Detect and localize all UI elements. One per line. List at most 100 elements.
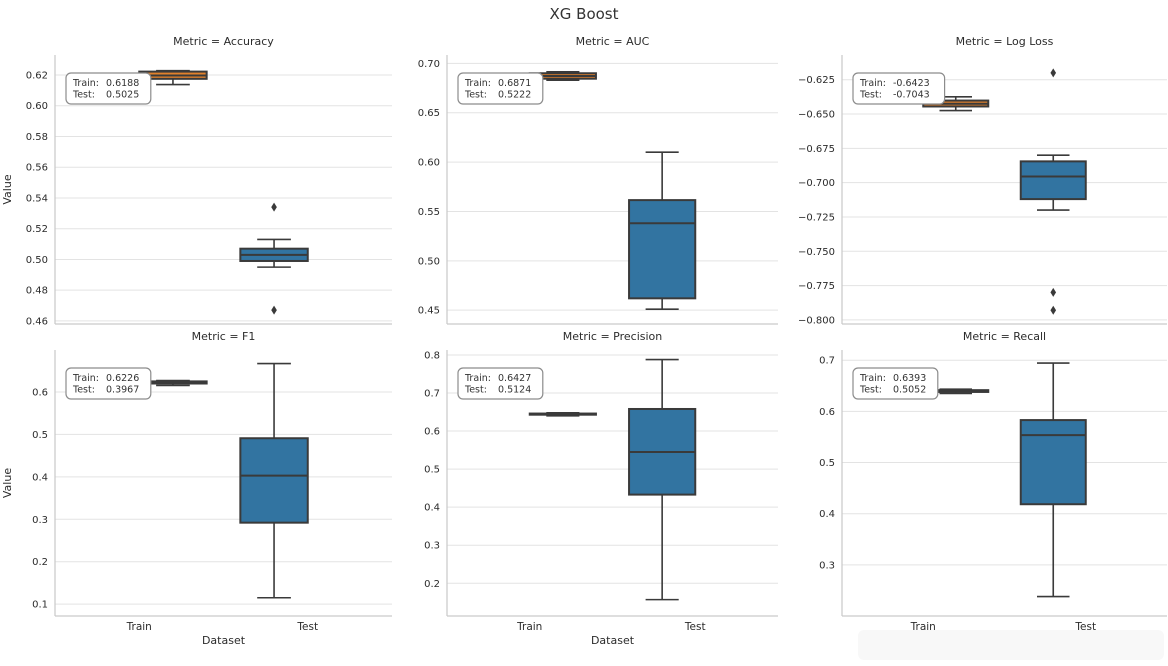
annotation-test-value: 0.5124 [498, 385, 531, 396]
subplot-metric-precision: 0.2 0.3 0.4 0.5 0.6 0.7 0.8 Metric = Precision T… [424, 330, 778, 647]
iqr-box [1019, 419, 1087, 506]
subplot-metric-recall: 0.3 0.4 0.5 0.6 0.7 Metric = Recall Train: 0.63… [819, 330, 1167, 633]
annotation-train-value: -0.6423 [893, 78, 930, 89]
annotation-train-value: 0.6871 [498, 78, 531, 89]
annotation-test-label: Test: [859, 385, 882, 396]
y-tick-label: 0.5 [819, 458, 835, 469]
y-tick-label: −0.725 [798, 212, 835, 223]
annotation-train-value: 0.6226 [106, 373, 139, 384]
annotation-test-value: -0.7043 [893, 90, 930, 101]
annotation-train-label: Train: [72, 373, 99, 384]
mean-annotation: Train: 0.6393 Test: 0.5052 [852, 367, 939, 400]
x-axis-label: Dataset [202, 634, 246, 647]
subplot-title: Metric = F1 [192, 330, 256, 343]
subplot-title: Metric = Accuracy [173, 35, 274, 48]
mean-annotation: Train: -0.6423 Test: -0.7043 [852, 72, 946, 105]
y-tick-label: 0.7 [819, 356, 835, 367]
annotation-frame [457, 367, 544, 400]
box-test [1019, 362, 1087, 598]
outlier-diamond [1050, 305, 1057, 315]
y-tick-label: 0.6 [424, 427, 440, 438]
annotation-test-value: 0.5025 [106, 90, 139, 101]
y-tick-label: 0.2 [32, 557, 48, 568]
y-tick-label: −0.775 [798, 281, 835, 292]
y-tick-label: −0.675 [798, 144, 835, 155]
x-tick-train: Train [126, 621, 152, 633]
y-tick-label: 0.52 [26, 224, 48, 235]
y-tick-label: −0.625 [798, 75, 835, 86]
y-tick-label: 0.46 [26, 316, 48, 327]
y-tick-label: 0.65 [418, 108, 440, 119]
y-tick-label: 0.2 [424, 579, 440, 590]
y-tick-label: 0.4 [32, 472, 48, 483]
y-tick-label: 0.5 [424, 465, 440, 476]
annotation-test-value: 0.5052 [893, 385, 926, 396]
y-tick-label: 0.62 [26, 70, 48, 81]
iqr-box [628, 199, 697, 300]
outlier-diamond [271, 202, 277, 212]
box-train [528, 411, 597, 417]
annotation-test-value: 0.5222 [498, 90, 531, 101]
y-tick-label: −0.700 [798, 178, 835, 189]
mean-annotation: Train: 0.6188 Test: 0.5025 [65, 72, 152, 105]
y-tick-label: 0.4 [424, 503, 440, 514]
outlier-diamond [1050, 287, 1057, 297]
annotation-test-label: Test: [464, 90, 487, 101]
annotation-frame [852, 367, 939, 400]
x-axis-label: Dataset [591, 634, 635, 647]
outlier-diamond [1050, 68, 1057, 78]
annotation-test-label: Test: [72, 90, 95, 101]
box-test [239, 202, 309, 315]
subplot-metric-f1: 0.1 0.2 0.3 0.4 0.5 0.6 Metric = F1 Train: 0.622… [1, 330, 392, 647]
box-test [628, 151, 697, 310]
annotation-test-label: Test: [859, 90, 882, 101]
x-tick-test: Test [684, 621, 706, 633]
y-tick-label: 0.50 [418, 256, 440, 267]
annotation-test-label: Test: [464, 385, 487, 396]
y-axis-label: Value [1, 174, 14, 204]
box-test [239, 362, 309, 599]
subplot-title: Metric = Precision [563, 330, 663, 343]
subplot-title: Metric = AUC [576, 35, 650, 48]
subplot-title: Metric = Log Loss [956, 35, 1054, 48]
y-tick-label: 0.70 [418, 59, 440, 70]
subplot-title: Metric = Recall [963, 330, 1046, 343]
y-tick-label: 0.50 [26, 255, 48, 266]
box-test [1019, 68, 1087, 315]
annotation-test-value: 0.3967 [106, 385, 139, 396]
y-tick-label: 0.60 [26, 101, 48, 112]
box-train [922, 388, 990, 395]
annotation-train-label: Train: [859, 78, 886, 89]
y-axis-label: Value [1, 468, 14, 498]
y-tick-label: 0.1 [32, 600, 48, 611]
subplot-metric-accuracy: 0.46 0.48 0.50 0.52 0.54 0.56 0.58 0.60 0.62 Metr… [1, 35, 392, 327]
annotation-train-label: Train: [859, 373, 886, 384]
y-tick-label: −0.800 [798, 315, 835, 326]
y-tick-label: 0.45 [418, 306, 440, 317]
annotation-train-value: 0.6427 [498, 373, 531, 384]
y-tick-label: 0.3 [424, 541, 440, 552]
iqr-box [239, 437, 309, 524]
y-tick-label: 0.54 [26, 193, 48, 204]
y-tick-label: 0.6 [819, 407, 835, 418]
annotation-frame [457, 72, 544, 105]
annotation-train-label: Train: [464, 373, 491, 384]
x-tick-test: Test [296, 621, 318, 633]
mean-annotation: Train: 0.6226 Test: 0.3967 [65, 367, 152, 400]
mean-annotation: Train: 0.6427 Test: 0.5124 [457, 367, 544, 400]
mean-annotation: Train: 0.6871 Test: 0.5222 [457, 72, 544, 105]
y-tick-label: 0.58 [26, 132, 48, 143]
y-tick-label: 0.55 [418, 207, 440, 218]
y-tick-label: −0.650 [798, 110, 835, 121]
y-tick-label: 0.4 [819, 509, 835, 520]
subplot-metric-auc: 0.45 0.50 0.55 0.60 0.65 0.70 Metric = AUC Trai… [418, 35, 778, 325]
x-tick-test: Test [1074, 621, 1096, 633]
annotation-test-label: Test: [72, 385, 95, 396]
subplot-metric-log-loss: −0.800 −0.775 −0.750 −0.725 −0.700 −0.675 −0.6… [798, 35, 1167, 326]
y-tick-label: 0.3 [819, 560, 835, 571]
y-tick-label: 0.7 [424, 389, 440, 400]
outlier-diamond [271, 305, 277, 315]
annotation-train-label: Train: [72, 78, 99, 89]
